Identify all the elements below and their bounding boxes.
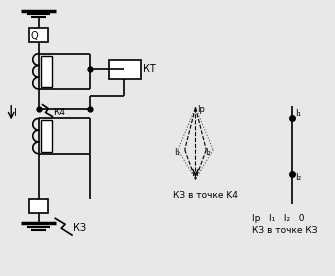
Text: Q: Q xyxy=(31,31,39,41)
Text: Iр: Iр xyxy=(197,105,205,114)
Bar xyxy=(109,60,141,79)
Text: Iр   I₁   I₂   0: Iр I₁ I₂ 0 xyxy=(252,214,305,223)
Bar xyxy=(41,56,52,87)
Bar xyxy=(29,199,49,213)
Text: I₂: I₂ xyxy=(295,173,302,182)
Text: I₁: I₁ xyxy=(295,109,302,118)
Text: К4: К4 xyxy=(53,108,65,117)
Bar xyxy=(41,120,52,152)
Text: I: I xyxy=(14,108,17,118)
Text: I₁: I₁ xyxy=(174,148,180,157)
Bar xyxy=(29,28,49,42)
Text: КЗ в точке КЗ: КЗ в точке КЗ xyxy=(252,226,318,235)
Text: КЗ: КЗ xyxy=(73,223,86,233)
Text: КЗ в точке K4: КЗ в точке K4 xyxy=(173,191,238,200)
Text: I₂: I₂ xyxy=(205,148,211,157)
Text: КТ: КТ xyxy=(143,64,155,74)
